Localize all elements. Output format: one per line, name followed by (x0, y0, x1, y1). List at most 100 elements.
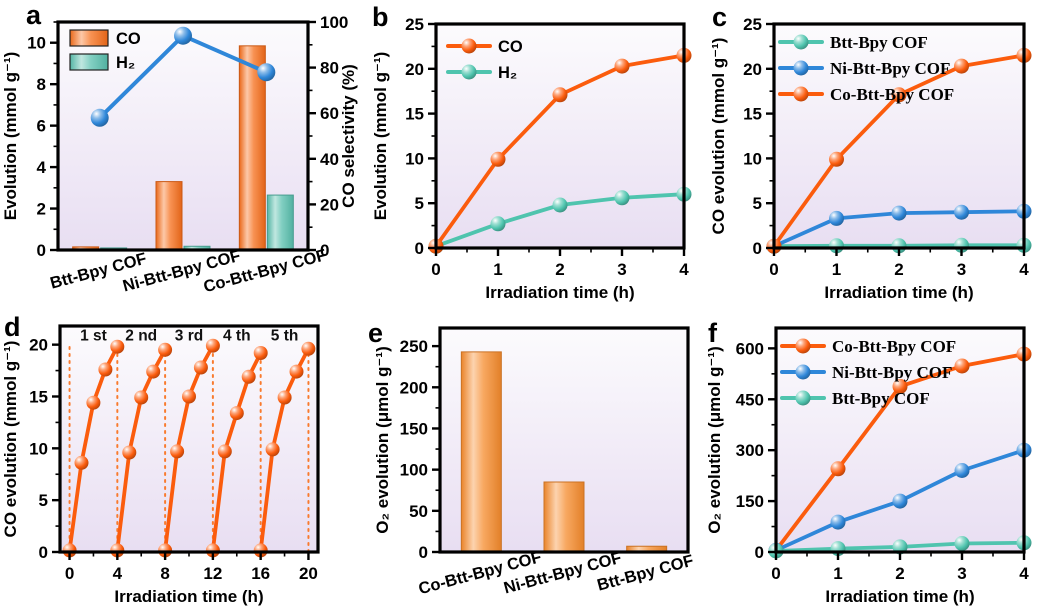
svg-text:20: 20 (743, 60, 762, 79)
svg-text:4: 4 (679, 260, 689, 279)
svg-text:10: 10 (405, 149, 424, 168)
panel-b-label: b (372, 2, 389, 32)
svg-text:1: 1 (833, 564, 842, 583)
svg-text:Btt-Bpy COF: Btt-Bpy COF (830, 33, 928, 52)
panel-a-label: a (26, 0, 42, 30)
svg-text:1: 1 (493, 260, 502, 279)
svg-text:5: 5 (415, 194, 424, 213)
panel-e-label: e (368, 318, 384, 348)
panel-d-chart: 0 5 10 15 20 0 4 8 12 16 20 CO evolution (mmol g⁻¹)… (1, 324, 320, 606)
svg-text:8: 8 (160, 564, 169, 583)
svg-text:4 th: 4 th (223, 328, 251, 345)
svg-text:Co-Btt-Bpy COF: Co-Btt-Bpy COF (830, 85, 954, 104)
svg-text:Evolution (mmol g⁻¹): Evolution (mmol g⁻¹) (1, 52, 20, 221)
svg-text:Co-Btt-Bpy COF: Co-Btt-Bpy COF (832, 337, 956, 356)
svg-text:150: 150 (400, 419, 428, 438)
svg-text:3 rd: 3 rd (175, 328, 203, 345)
svg-text:2: 2 (37, 200, 46, 219)
svg-text:0: 0 (431, 260, 440, 279)
svg-text:10: 10 (29, 439, 48, 458)
svg-text:1 st: 1 st (80, 328, 107, 345)
svg-text:0: 0 (755, 543, 764, 562)
svg-text:4: 4 (1019, 260, 1029, 279)
svg-text:100: 100 (320, 13, 348, 32)
panel-d-label: d (4, 312, 21, 342)
svg-text:Evolution (mmol g⁻¹): Evolution (mmol g⁻¹) (371, 52, 390, 221)
svg-text:5 th: 5 th (271, 328, 299, 345)
svg-text:2: 2 (555, 260, 564, 279)
svg-text:20: 20 (299, 564, 318, 583)
svg-text:16: 16 (251, 564, 270, 583)
panel-b-chart: 0 5 10 15 20 25 0 1 2 3 4 Evolution (mmol g⁻¹) Irrad… (371, 15, 692, 302)
svg-text:8: 8 (37, 75, 46, 94)
svg-text:50: 50 (409, 502, 428, 521)
svg-text:O₂ evolution (μmol g⁻¹): O₂ evolution (μmol g⁻¹) (705, 346, 724, 533)
svg-text:4: 4 (1019, 564, 1029, 583)
panel-c-chart: 0 5 10 15 20 25 0 1 2 3 4 CO evolution (mmol g⁻¹) Ir… (709, 15, 1032, 302)
svg-text:600: 600 (736, 339, 764, 358)
svg-text:10: 10 (743, 149, 762, 168)
svg-text:250: 250 (400, 337, 428, 356)
svg-text:3: 3 (617, 260, 626, 279)
svg-text:3: 3 (957, 260, 966, 279)
svg-text:Irradiation time (h): Irradiation time (h) (825, 587, 974, 606)
svg-text:0: 0 (769, 260, 778, 279)
svg-text:5: 5 (39, 491, 48, 510)
panel-c-label: c (712, 2, 728, 32)
svg-text:4: 4 (37, 158, 47, 177)
svg-text:0: 0 (39, 543, 48, 562)
svg-text:25: 25 (743, 15, 762, 34)
panel-f-label: f (708, 318, 717, 348)
svg-text:0: 0 (419, 543, 428, 562)
panel-e: e 0 50 100 150 200 250 O₂ evolution (μmol g⁻¹)… (360, 306, 700, 613)
svg-text:15: 15 (743, 105, 762, 124)
svg-text:O₂ evolution (μmol g⁻¹): O₂ evolution (μmol g⁻¹) (373, 346, 392, 533)
svg-text:20: 20 (320, 195, 339, 214)
svg-text:CO: CO (116, 30, 141, 48)
svg-text:40: 40 (320, 150, 339, 169)
svg-text:60: 60 (320, 104, 339, 123)
svg-text:0: 0 (37, 241, 46, 260)
svg-text:20: 20 (405, 60, 424, 79)
svg-text:Ni-Btt-Bpy COF: Ni-Btt-Bpy COF (832, 363, 952, 382)
panel-b: b 0 5 10 15 20 25 0 1 2 3 4 Evolution (mmol g⁻¹) Irr… (360, 0, 700, 306)
svg-text:15: 15 (29, 387, 48, 406)
svg-text:0: 0 (65, 564, 74, 583)
svg-text:0: 0 (320, 241, 329, 260)
svg-text:80: 80 (320, 59, 339, 78)
svg-text:Ni-Btt-Bpy COF: Ni-Btt-Bpy COF (830, 59, 950, 78)
svg-text:25: 25 (405, 15, 424, 34)
svg-text:0: 0 (415, 239, 424, 258)
svg-text:3: 3 (957, 564, 966, 583)
svg-text:H₂: H₂ (116, 54, 135, 72)
svg-text:CO selectivity (%): CO selectivity (%) (339, 64, 358, 208)
svg-text:0: 0 (771, 564, 780, 583)
svg-text:Btt-Bpy COF: Btt-Bpy COF (832, 389, 930, 408)
svg-text:6: 6 (37, 117, 46, 136)
svg-text:2 nd: 2 nd (125, 328, 157, 345)
svg-text:5: 5 (753, 194, 762, 213)
svg-text:15: 15 (405, 105, 424, 124)
svg-text:150: 150 (736, 492, 764, 511)
svg-text:2: 2 (895, 564, 904, 583)
panel-f-chart: 0 150 300 450 600 0 1 2 3 4 O₂ evolution (μmol g⁻¹… (705, 326, 1032, 606)
svg-text:CO evolution (mmol g⁻¹): CO evolution (mmol g⁻¹) (709, 38, 728, 235)
svg-text:CO evolution (mmol g⁻¹): CO evolution (mmol g⁻¹) (1, 341, 20, 538)
svg-text:100: 100 (400, 461, 428, 480)
svg-text:12: 12 (203, 564, 222, 583)
panel-a: a 0 2 4 6 8 10 0 20 40 60 80 100 Evolution (mmol g⁻¹… (0, 0, 360, 306)
svg-text:CO: CO (498, 38, 523, 56)
svg-text:4: 4 (113, 564, 123, 583)
svg-text:200: 200 (400, 378, 428, 397)
svg-text:Irradiation time (h): Irradiation time (h) (114, 587, 263, 606)
panel-f: f 0 150 300 450 600 0 1 2 3 4 O₂ evolution (μmol g… (700, 306, 1039, 613)
panel-c: c 0 5 10 15 20 25 0 1 2 3 4 CO evolution (mmol g⁻¹)… (700, 0, 1039, 306)
svg-text:1: 1 (832, 260, 841, 279)
panel-d: d 0 5 10 15 20 0 4 8 12 16 20 CO evolution (mmol g⁻… (0, 306, 360, 613)
svg-text:300: 300 (736, 441, 764, 460)
svg-text:450: 450 (736, 390, 764, 409)
svg-text:Irradiation time (h): Irradiation time (h) (824, 283, 973, 302)
